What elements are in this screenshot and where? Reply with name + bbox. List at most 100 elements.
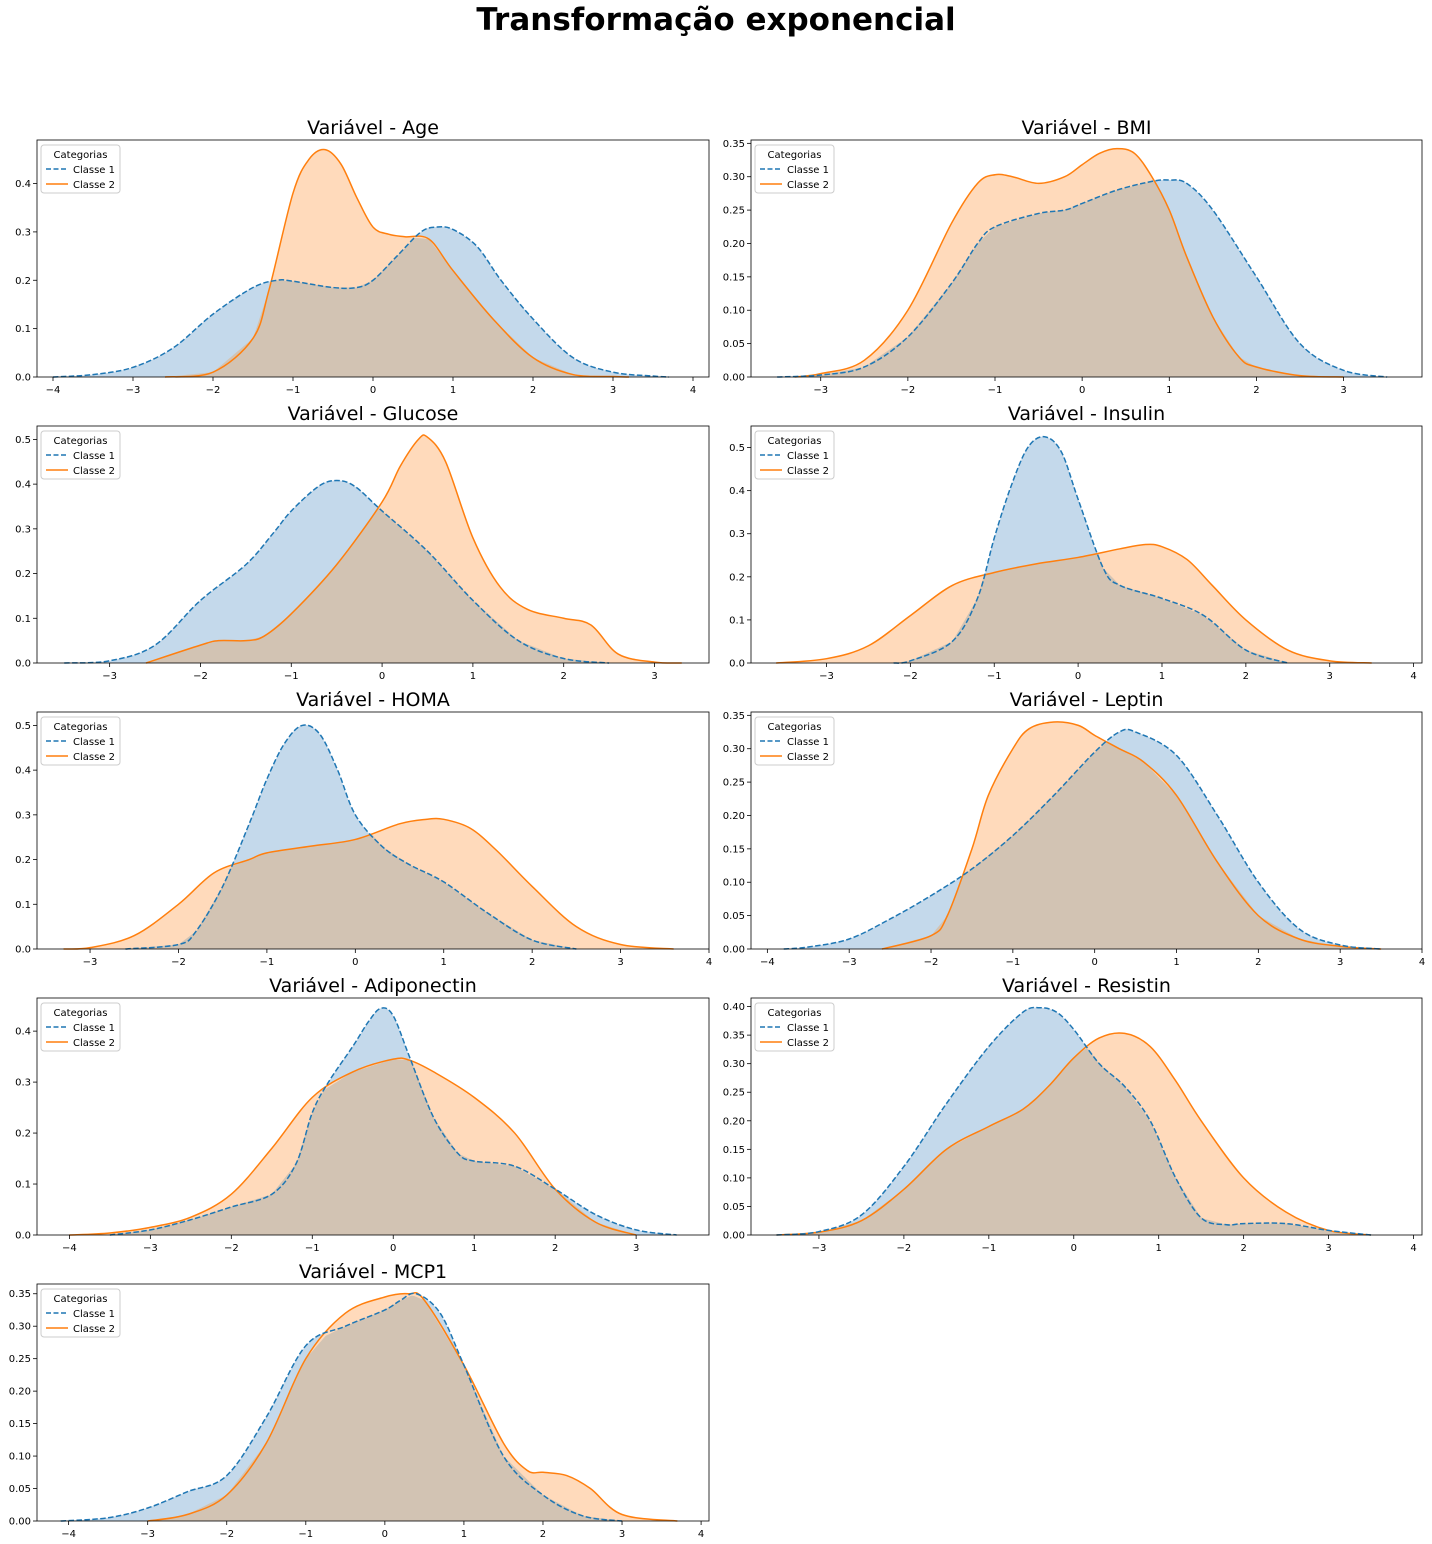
y-tick-label: 0.35 <box>723 1031 745 1042</box>
x-tick-label: 0 <box>370 385 376 396</box>
y-tick-label: 0.5 <box>15 435 31 446</box>
legend-title: Categorias <box>54 1008 108 1019</box>
axes-frame <box>750 139 1423 378</box>
x-tick-label: 0 <box>382 1529 388 1540</box>
y-tick-label: 0.40 <box>723 1002 745 1013</box>
y-tick-label: 0.4 <box>729 486 745 497</box>
x-tick-label: −2 <box>900 385 915 396</box>
x-tick-label: −2 <box>171 957 186 968</box>
x-tick-label: 1 <box>450 385 456 396</box>
legend-classe-2-label: Classe 2 <box>73 1324 115 1335</box>
x-tick-label: −3 <box>812 1243 827 1254</box>
x-tick-label: 3 <box>610 385 616 396</box>
classe-1-line <box>776 1006 1372 1236</box>
x-tick-label: 3 <box>1325 1243 1331 1254</box>
y-tick-label: 0.05 <box>723 1202 745 1213</box>
x-tick-label: 2 <box>529 957 535 968</box>
overlap-area <box>165 237 629 377</box>
x-tick-label: 1 <box>471 1243 477 1254</box>
legend-title: Categorias <box>54 722 108 733</box>
legend-classe-2-label: Classe 2 <box>73 752 115 763</box>
x-tick-label: −4 <box>61 1529 76 1540</box>
legend-classe-1-label: Classe 1 <box>787 737 829 748</box>
x-tick-label: 1 <box>1159 671 1165 682</box>
y-tick-label: 0.1 <box>729 615 745 626</box>
x-tick-label: 2 <box>530 385 536 396</box>
y-tick-label: 0.05 <box>723 339 745 350</box>
axes-frame <box>36 997 710 1236</box>
legend-box <box>754 144 835 194</box>
y-tick-label: 0.1 <box>15 324 31 335</box>
legend-classe-2-label: Classe 2 <box>73 180 115 191</box>
y-tick-label: 0.00 <box>723 1231 745 1242</box>
x-tick-label: −1 <box>1005 957 1020 968</box>
x-tick-label: −2 <box>897 1243 912 1254</box>
classe-2-line <box>145 434 682 664</box>
x-tick-label: −2 <box>924 957 939 968</box>
y-tick-label: 0.20 <box>723 811 745 822</box>
axes-frame <box>750 997 1423 1236</box>
axes-frame <box>750 425 1423 664</box>
x-tick-label: −3 <box>819 671 834 682</box>
y-tick-label: 0.20 <box>9 1387 31 1398</box>
legend-classe-1-label: Classe 1 <box>73 1309 115 1320</box>
legend-classe-1-label: Classe 1 <box>73 165 115 176</box>
y-tick-label: 0.0 <box>729 659 745 670</box>
x-tick-label: 3 <box>617 957 623 968</box>
legend-classe-1-label: Classe 1 <box>73 451 115 462</box>
y-tick-label: 0.0 <box>15 373 31 384</box>
subplot-3: Variável - Glucose −3 −2 −1 0 1 2 3 0.0 0.1 0.2 0.3… <box>15 403 710 682</box>
x-tick-label: 4 <box>690 385 696 396</box>
figure-title: Transformação exponencial <box>476 2 956 38</box>
x-tick-label: −3 <box>83 957 98 968</box>
x-tick-label: 2 <box>1253 385 1259 396</box>
x-tick-label: 3 <box>633 1243 639 1254</box>
classe-2-line <box>794 147 1344 378</box>
y-tick-label: 0.35 <box>9 1289 31 1300</box>
subplot-4: Variável - Insulin −3 −2 −1 0 1 2 3 4 0.0 0.1 0.2 0.… <box>729 403 1423 682</box>
overlap-area <box>776 1048 1372 1235</box>
subplot-title: Variável - HOMA <box>296 689 450 711</box>
legend-classe-1-label: Classe 1 <box>787 1023 829 1034</box>
subplot-6: Variável - Leptin −4 −3 −2 −1 0 1 2 3 4 0.00 0.05 0.… <box>723 689 1425 968</box>
legend-classe-2-label: Classe 2 <box>787 1038 829 1049</box>
y-tick-label: 0.00 <box>9 1517 31 1528</box>
y-tick-label: 0.4 <box>15 766 31 777</box>
subplot-title: Variável - Resistin <box>1002 975 1171 997</box>
x-tick-label: 3 <box>1340 385 1346 396</box>
x-tick-label: −4 <box>62 1243 77 1254</box>
subplot-7: Variável - Adiponectin −4 −3 −2 −1 0 1 2 3 0.0 0.1… <box>15 975 710 1254</box>
overlap-area <box>109 1059 637 1235</box>
subplot-title: Variável - MCP1 <box>299 1261 447 1283</box>
y-tick-label: 0.4 <box>15 480 31 491</box>
x-tick-label: 0 <box>379 671 385 682</box>
y-tick-label: 0.30 <box>723 1059 745 1070</box>
classe-2-line <box>164 148 630 378</box>
legend-box <box>40 144 121 194</box>
overlap-area <box>893 553 1288 663</box>
y-tick-label: 0.05 <box>9 1484 31 1495</box>
x-tick-label: 4 <box>706 957 712 968</box>
subplot-1: Variável - Age −4 −3 −2 −1 0 1 2 3 4 0.0 0.1 0.2 0.3 0… <box>15 117 710 396</box>
legend-title: Categorias <box>54 436 108 447</box>
y-tick-label: 0.0 <box>15 659 31 670</box>
classe-2-line <box>776 543 1372 664</box>
x-tick-label: 1 <box>470 671 476 682</box>
y-tick-label: 0.1 <box>15 900 31 911</box>
y-tick-label: 0.0 <box>15 1231 31 1242</box>
legend-classe-1-label: Classe 1 <box>787 451 829 462</box>
axes-frame <box>36 711 710 950</box>
x-tick-label: 0 <box>390 1243 396 1254</box>
x-tick-label: 2 <box>552 1243 558 1254</box>
x-tick-label: 3 <box>619 1529 625 1540</box>
y-tick-label: 0.30 <box>9 1322 31 1333</box>
x-tick-label: −1 <box>981 1243 996 1254</box>
axes-frame <box>750 711 1423 950</box>
subplot-9: Variável - MCP1 −4 −3 −2 −1 0 1 2 3 4 0.00 0.05 0.10… <box>9 1261 710 1540</box>
x-tick-label: 0 <box>1091 957 1097 968</box>
x-tick-label: −4 <box>760 957 775 968</box>
y-tick-label: 0.4 <box>15 1027 31 1038</box>
y-tick-label: 0.20 <box>723 239 745 250</box>
legend-title: Categorias <box>54 1294 108 1305</box>
